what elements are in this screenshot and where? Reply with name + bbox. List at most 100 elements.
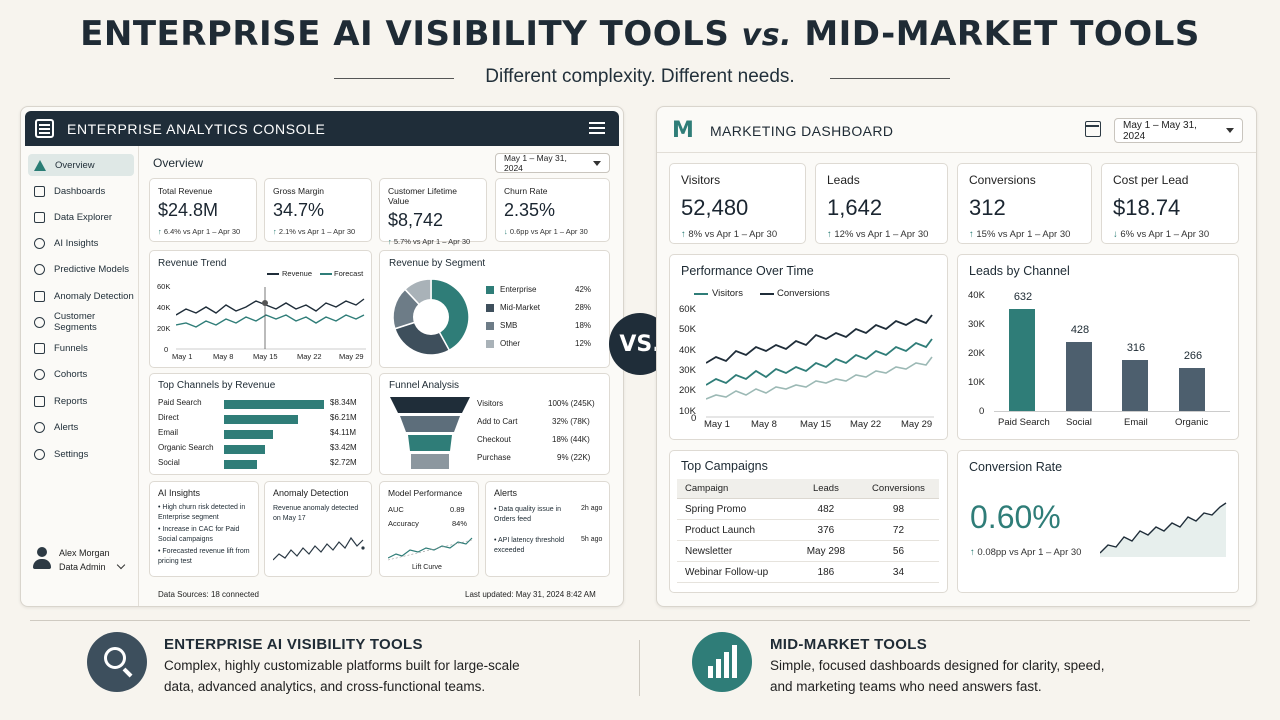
y-tick: 40K [157, 303, 171, 312]
cell-campaign: Webinar Follow-up [677, 561, 794, 583]
delta-value: 0.08pp [977, 547, 1007, 558]
delta-value: 6% [1120, 229, 1135, 240]
bottom-left-title: ENTERPRISE AI VISIBILITY TOOLS [164, 636, 423, 653]
segment-pct: 18% [575, 321, 592, 330]
funnel-icon [34, 342, 45, 354]
kpi-label: Visitors [681, 173, 721, 187]
sidebar-item-cohorts[interactable]: Cohorts [28, 363, 134, 385]
bar-chart-circle-icon [692, 632, 752, 692]
subtitle: Different complexity. Different needs. [485, 66, 795, 87]
kpi-label: Churn Rate [504, 186, 548, 196]
calendar-icon[interactable] [1085, 121, 1101, 137]
table-row[interactable]: Newsletter May 298 56 [677, 540, 939, 562]
lead-bar [1122, 360, 1148, 411]
sidebar-item-dashboards[interactable]: Dashboards [28, 180, 134, 202]
cell-conversions: 98 [857, 498, 939, 520]
kpi-label: Conversions [969, 173, 1036, 187]
top-campaigns-card: Top Campaigns Campaign Leads Conversions… [669, 450, 948, 593]
funnel-stage: Visitors [477, 399, 504, 408]
sidebar-item-data-explorer[interactable]: Data Explorer [28, 206, 134, 228]
x-tick: May 8 [751, 419, 777, 430]
kpi-gross-margin: Gross Margin 34.7% ↑ 2.1% vs Apr 1 – Apr… [264, 178, 372, 242]
campaigns-table: Campaign Leads Conversions Spring Promo 4… [677, 479, 939, 583]
table-row[interactable]: Webinar Follow-up 186 34 [677, 561, 939, 583]
y-tick: 40K [968, 290, 985, 301]
alert-text: API latency threshold exceeded [494, 537, 565, 554]
lead-category: Email [1124, 417, 1148, 428]
ai-insights-title: AI Insights [158, 488, 201, 498]
delta-compare: vs Apr 1 – Apr 30 [704, 229, 778, 240]
title-right: MID-MARKET TOOLS [804, 14, 1200, 54]
sidebar-item-customer-segments[interactable]: Customer Segments [28, 311, 134, 333]
kpi-churn-rate: Churn Rate 2.35% ↓ 0.6pp vs Apr 1 – Apr … [495, 178, 610, 242]
channel-value: $3.42M [330, 443, 357, 452]
sidebar-item-funnels[interactable]: Funnels [28, 337, 134, 359]
channel-bar [224, 460, 257, 469]
sidebar-item-predictive-models[interactable]: Predictive Models [28, 258, 134, 280]
bottom-left-text-line2: data, advanced analytics, and cross-func… [164, 679, 486, 694]
funnel-value: 18% (44K) [552, 435, 590, 444]
kpi-cost-per-lead: Cost per Lead $18.74 ↓ 6% vs Apr 1 – Apr… [1101, 163, 1239, 244]
kpi-value: 2.35% [504, 200, 556, 220]
sidebar-item-alerts[interactable]: Alerts [28, 416, 134, 438]
lead-bar-label: 266 [1183, 350, 1203, 362]
col-campaign[interactable]: Campaign [677, 479, 794, 499]
auc-value: 0.89 [450, 505, 465, 514]
sidebar-label: Data Explorer [54, 211, 113, 223]
sidebar-label: AI Insights [54, 237, 99, 249]
hamburger-menu-icon[interactable] [589, 122, 605, 124]
sidebar-label: Settings [54, 448, 89, 460]
col-leads[interactable]: Leads [793, 479, 858, 499]
lead-category: Organic [1175, 417, 1209, 428]
database-icon [34, 316, 45, 328]
midmarket-date-picker[interactable]: May 1 – May 31, 2024 [1114, 118, 1243, 143]
report-icon [34, 395, 45, 407]
sidebar-item-reports[interactable]: Reports [28, 390, 134, 412]
top-campaigns-title: Top Campaigns [681, 459, 768, 473]
anomaly-title: Anomaly Detection [273, 488, 349, 498]
channel-bar [224, 415, 298, 424]
kpi-customer-lifetime-value: Customer Lifetime Value $8,742 ↑ 5.7% vs… [379, 178, 487, 246]
anomaly-sparkline [273, 536, 365, 561]
alert-time: 2h ago [581, 505, 603, 512]
table-row[interactable]: Spring Promo 482 98 [677, 498, 939, 520]
kpi-visitors: Visitors 52,480 ↑ 8% vs Apr 1 – Apr 30 [669, 163, 806, 244]
marketing-dashboard-title: MARKETING DASHBOARD [710, 123, 894, 139]
delta-value: 6.4% [163, 227, 181, 236]
cell-campaign: Newsletter [677, 540, 794, 562]
enterprise-header: ENTERPRISE ANALYTICS CONSOLE [25, 111, 619, 146]
sidebar-divider [138, 146, 139, 606]
legend-forecast: Forecast [334, 269, 364, 278]
sidebar-item-anomaly-detection[interactable]: Anomaly Detection [28, 285, 134, 307]
cell-conversions: 72 [857, 519, 939, 541]
table-row[interactable]: Product Launch 376 72 [677, 519, 939, 541]
segment-swatch-smb [486, 322, 494, 330]
delta-value: 5.7% [393, 237, 411, 246]
kpi-label: Leads [827, 173, 860, 187]
updated-label: Last updated: [465, 590, 514, 599]
sidebar-item-ai-insights[interactable]: AI Insights [28, 232, 134, 254]
performance-card: Performance Over Time Visitors Conversio… [669, 254, 948, 440]
funnel-value: 9% (22K) [557, 453, 591, 462]
delta-value: 15% [976, 229, 996, 240]
magnifier-circle-icon [87, 632, 147, 692]
x-tick: May 8 [213, 352, 234, 361]
sidebar-item-overview[interactable]: Overview [28, 154, 134, 176]
alert-item[interactable]: • Data quality issue in Orders feed [494, 506, 562, 523]
user-name: Alex Morgan [59, 548, 110, 558]
sidebar-label: Alerts [54, 421, 79, 433]
kpi-value: 52,480 [681, 195, 749, 220]
lift-curve-caption: Lift Curve [412, 564, 442, 571]
enterprise-date-picker[interactable]: May 1 – May 31, 2024 [495, 153, 610, 173]
kpi-value: $24.8M [158, 200, 219, 220]
leads-axis [994, 411, 1230, 412]
alert-item[interactable]: • API latency threshold exceeded [494, 537, 565, 554]
sidebar-item-settings[interactable]: Settings [28, 443, 134, 465]
bottom-center-divider [639, 640, 640, 696]
sidebar-label: Funnels [54, 342, 88, 354]
y-tick: 60K [157, 282, 171, 291]
col-conversions[interactable]: Conversions [857, 479, 939, 499]
segment-donut [392, 278, 470, 356]
legend-conversions: Conversions [777, 288, 830, 299]
delta-compare: vs Apr 1 – Apr 30 [998, 229, 1071, 240]
